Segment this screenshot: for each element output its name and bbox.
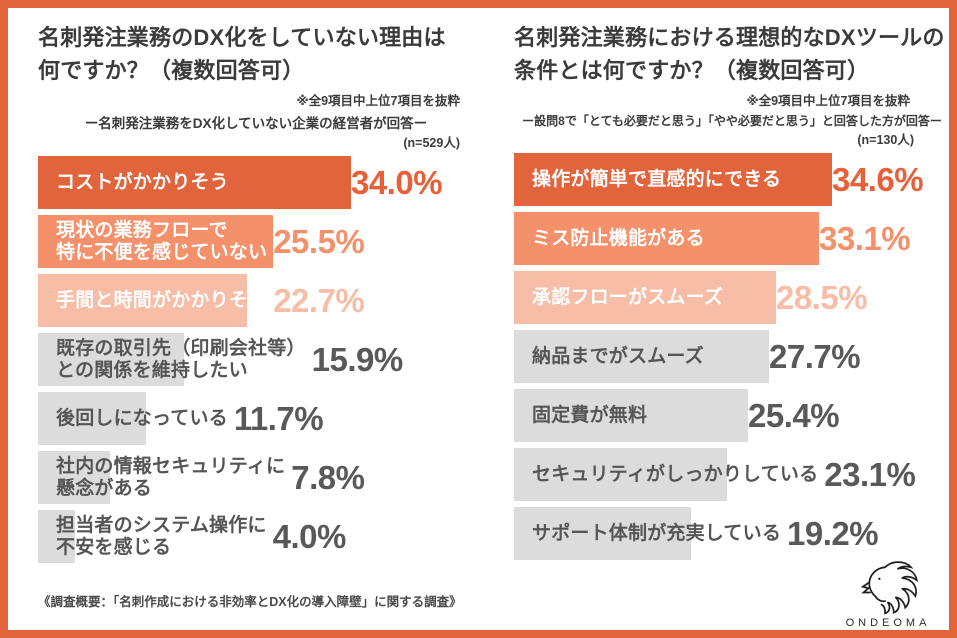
bar-label: ミス防止機能がある [532, 227, 705, 249]
bar-row: 後回しになっている 11.7% [38, 392, 474, 445]
company-logo-text: ONDEOMA [845, 617, 931, 629]
bar-row: 現状の業務フローで 特に不便を感じていない 25.5% [38, 215, 474, 268]
bar [514, 153, 832, 206]
bar-row: 納品までがスムーズ 27.7% [514, 330, 949, 383]
chart-right-bar-rows: 操作が簡単で直感的にできる 34.6% ミス防止機能がある 33.1% 承認フローがスム… [514, 153, 949, 560]
bar-value: 25.4% [748, 396, 840, 434]
bar-label: 固定費が無料 [532, 404, 648, 426]
bar-row-content: 納品までがスムーズ 27.7% [514, 330, 949, 383]
bar-row-content: セキュリティがしっかりしている 23.1% [514, 448, 949, 501]
chart-left: 名刺発注業務のDX化をしていない理由は 何ですか？（複数回答可） ※全9項目中上… [38, 21, 474, 563]
bar [38, 156, 351, 209]
chart-right-note: ※全9項目中上位7項目を抜粋 [746, 94, 910, 108]
bar-label: コストがかかりそう [56, 171, 229, 193]
bar-value: 34.0% [351, 163, 443, 201]
bar-label: 社内の情報セキュリティに 懸念がある [56, 455, 286, 499]
bar [514, 448, 727, 501]
lion-logo-icon [835, 557, 941, 615]
company-logo: ONDEOMA [835, 557, 941, 629]
survey-summary: 《調査概要：「名刺作成における非効率とDX化の導入障壁」に関する調査》 ▪ 調査… [38, 559, 846, 630]
bar [38, 274, 247, 327]
bar-label: 現状の業務フローで 特に不便を感じていない [56, 219, 268, 263]
bar-value: 11.7% [233, 399, 324, 437]
bar-row-content: 現状の業務フローで 特に不便を感じていない 25.5% [38, 215, 474, 268]
bar-label: サポート体制が充実している [532, 522, 782, 544]
bar-label: 手間と時間がかかりそう [56, 289, 268, 311]
bar-label: 後回しになっている [56, 407, 228, 429]
bar-row-content: 後回しになっている 11.7% [38, 392, 474, 445]
bar-value: 22.7% [273, 281, 365, 319]
bar [514, 330, 769, 383]
bar-row-content: コストがかかりそう 34.0% [38, 156, 474, 209]
bar-value: 28.5% [776, 278, 868, 316]
chart-right-subtitle: ー設問8で「とても必要だと思う」「やや必要だと思う」と回答した方が回答ー [522, 114, 942, 128]
bar [38, 392, 146, 445]
bar-label: 操作が簡単で直感的にできる [532, 168, 782, 190]
bar-label: 既存の取引先（印刷会社等） との関係を維持したい [56, 337, 306, 381]
bar-row: 手間と時間がかかりそう 22.7% [38, 274, 474, 327]
bar-row-content: ミス防止機能がある 33.1% [514, 212, 949, 265]
bar [514, 212, 819, 265]
bar-value: 4.0% [272, 517, 347, 555]
bar [514, 507, 691, 560]
bar-row: 操作が簡単で直感的にできる 34.6% [514, 153, 949, 206]
bar-row-content: 承認フローがスムーズ 28.5% [514, 271, 949, 324]
bar [38, 451, 110, 504]
chart-left-bar-rows: コストがかかりそう 34.0% 現状の業務フローで 特に不便を感じていない 25.5%… [38, 156, 474, 563]
bar-row: コストがかかりそう 34.0% [38, 156, 474, 209]
bar [38, 510, 75, 563]
bar-value: 34.6% [832, 160, 924, 198]
bar-row-content: 既存の取引先（印刷会社等） との関係を維持したい 15.9% [38, 333, 474, 386]
chart-right-title: 名刺発注業務における理想的なDXツールの 条件とは何ですか？（複数回答可） [514, 25, 945, 83]
bar-value: 27.7% [769, 337, 861, 375]
chart-left-note: ※全9項目中上位7項目を抜粋 [296, 94, 460, 108]
bar-label: セキュリティがしっかりしている [532, 463, 819, 485]
bar-row: 社内の情報セキュリティに 懸念がある 7.8% [38, 451, 474, 504]
bar-row: 担当者のシステム操作に 不安を感じる 4.0% [38, 510, 474, 563]
chart-left-subtitle: ー名刺発注業務をDX化していない企業の経営者が回答ー [84, 116, 428, 131]
bar-value: 7.8% [291, 458, 365, 496]
bar-row-content: 社内の情報セキュリティに 懸念がある 7.8% [38, 451, 474, 504]
bar-row: 既存の取引先（印刷会社等） との関係を維持したい 15.9% [38, 333, 474, 386]
bar [514, 389, 748, 442]
bar-row-content: 手間と時間がかかりそう 22.7% [38, 274, 474, 327]
bar-value: 23.1% [824, 455, 916, 493]
bar-label: 担当者のシステム操作に 不安を感じる [56, 514, 267, 558]
chart-left-n-label: (n=529人) [403, 136, 460, 150]
bar-row: 固定費が無料 25.4% [514, 389, 949, 442]
bar-row: サポート体制が充実している 19.2% [514, 507, 949, 560]
bar-row-content: 固定費が無料 25.4% [514, 389, 949, 442]
bar-label: 納品までがスムーズ [532, 345, 704, 367]
bar-label: 承認フローがスムーズ [532, 286, 724, 308]
bar-value: 15.9% [311, 340, 404, 378]
chart-right-n-label: (n=130人) [857, 133, 914, 147]
bar-value: 33.1% [819, 219, 911, 257]
survey-summary-line: 《調査概要：「名刺作成における非効率とDX化の導入障壁」に関する調査》 [38, 595, 462, 609]
bar-row-content: 担当者のシステム操作に 不安を感じる 4.0% [38, 510, 474, 563]
bar [38, 333, 184, 386]
bar [38, 215, 273, 268]
bar-row: ミス防止機能がある 33.1% [514, 212, 949, 265]
bar-row: 承認フローがスムーズ 28.5% [514, 271, 949, 324]
bar-row-content: サポート体制が充実している 19.2% [514, 507, 949, 560]
bar-row: セキュリティがしっかりしている 23.1% [514, 448, 949, 501]
bar-value: 19.2% [787, 514, 879, 552]
bar [514, 271, 776, 324]
chart-right: 名刺発注業務における理想的なDXツールの 条件とは何ですか？（複数回答可） ※全… [514, 21, 949, 560]
bar-value: 25.5% [273, 222, 365, 260]
bar-row-content: 操作が簡単で直感的にできる 34.6% [514, 153, 949, 206]
chart-left-title: 名刺発注業務のDX化をしていない理由は 何ですか？（複数回答可） [38, 25, 446, 83]
